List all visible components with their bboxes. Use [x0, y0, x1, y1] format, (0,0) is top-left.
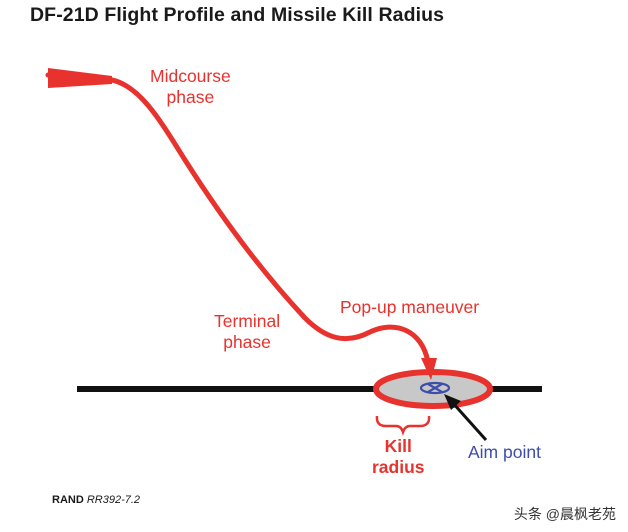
kill-radius-label: Kill radius — [372, 436, 425, 477]
trajectory-launch-tail — [48, 68, 112, 88]
source-code: RR392-7.2 — [86, 494, 141, 506]
figure-source: RAND RR392-7.2 — [52, 494, 140, 506]
aim-point-arrow-shaft — [450, 400, 488, 442]
aim-point-marker — [419, 381, 451, 395]
kill-radius-bracket — [375, 415, 431, 436]
trajectory-arrowhead — [421, 358, 437, 380]
midcourse-phase-label: Midcourse phase — [150, 66, 231, 107]
aim-point-label: Aim point — [468, 442, 541, 462]
aim-point-arrowhead — [444, 394, 461, 410]
missile-trajectory — [45, 72, 431, 365]
popup-maneuver-label: Pop-up maneuver — [340, 297, 480, 317]
source-org: RAND — [52, 494, 84, 506]
watermark: 头条 @晨枫老苑 — [513, 506, 616, 522]
terminal-phase-label: Terminal phase — [214, 311, 281, 352]
diagram-title: DF-21D Flight Profile and Missile Kill R… — [30, 4, 445, 26]
